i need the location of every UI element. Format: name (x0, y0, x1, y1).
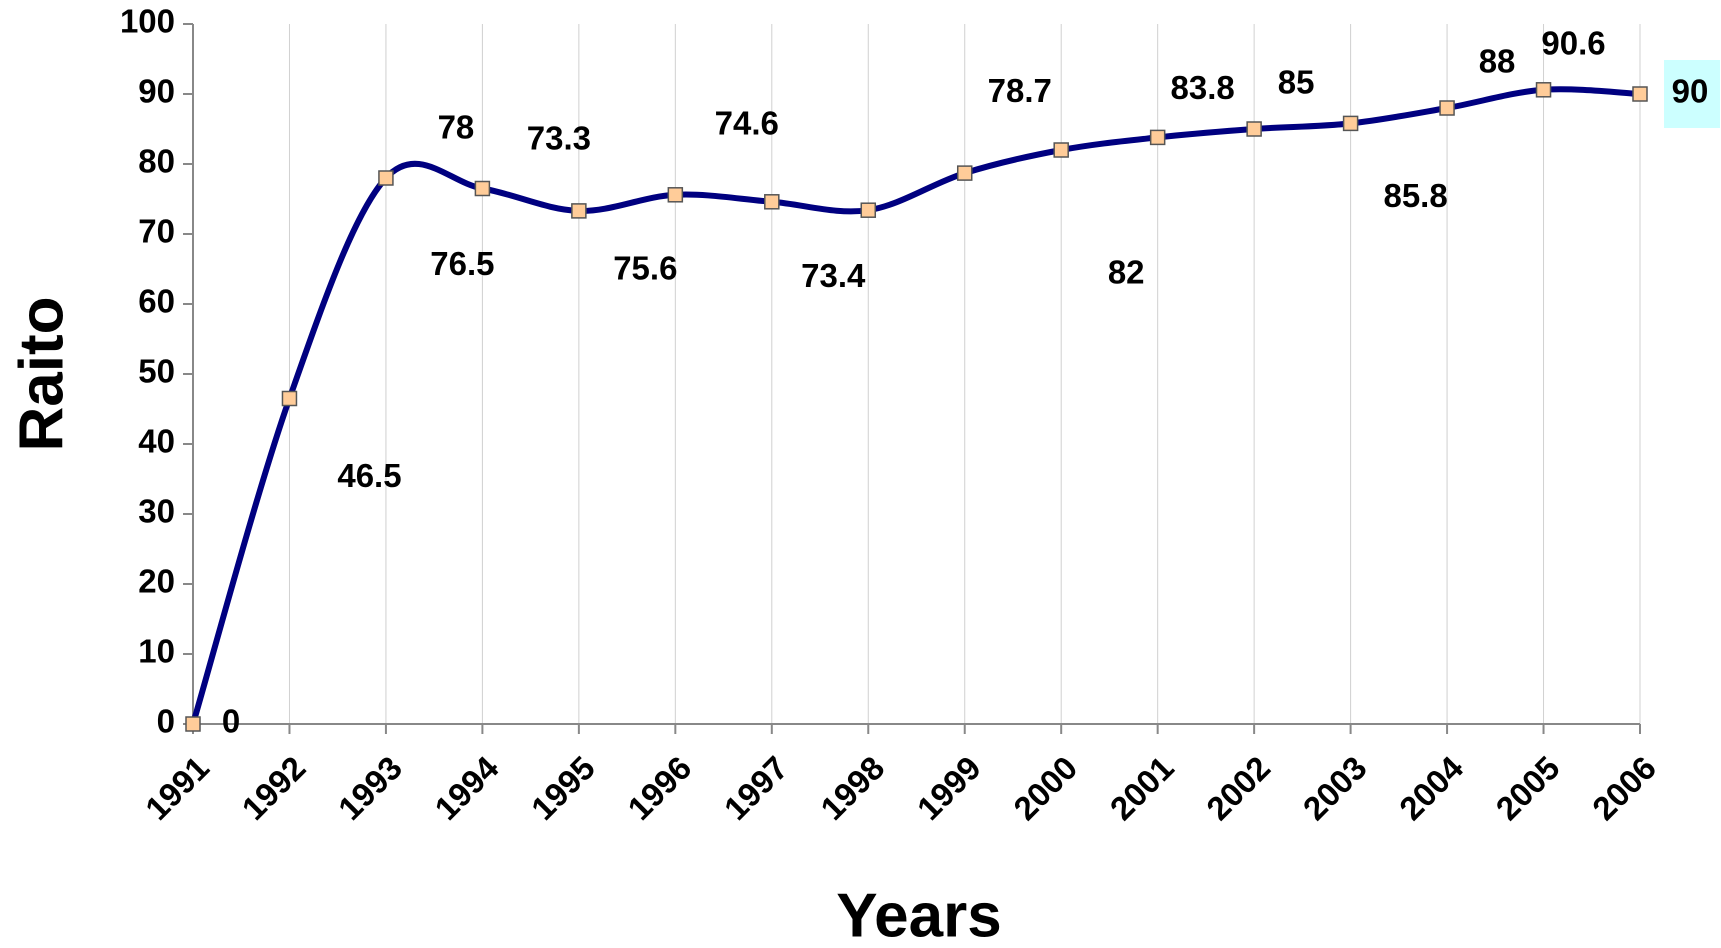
x-tick-label: 2005 (1489, 749, 1567, 827)
y-tick-label: 50 (138, 353, 175, 390)
data-label: 76.5 (430, 245, 494, 282)
marker (378, 170, 394, 186)
marker (1246, 121, 1262, 137)
marker (764, 194, 780, 210)
data-label: 82 (1108, 254, 1145, 291)
x-tick-label: 1998 (813, 749, 891, 827)
data-label: 78.7 (988, 72, 1052, 109)
y-tick-label: 60 (138, 283, 175, 320)
y-tick-label: 0 (157, 703, 175, 740)
x-axis-label: Years (836, 881, 1002, 948)
x-tick-label: 1992 (235, 749, 313, 827)
data-label: 73.4 (801, 257, 866, 294)
x-tick-label: 1991 (138, 749, 216, 827)
x-tick-label: 2003 (1296, 749, 1374, 827)
x-tick-label: 2002 (1199, 749, 1277, 827)
data-label: 73.3 (527, 120, 591, 157)
data-label: 46.5 (337, 457, 401, 494)
x-tick-label: 2006 (1585, 749, 1663, 827)
marker (474, 180, 491, 197)
data-label: 85 (1278, 64, 1315, 101)
data-label: 90 (1672, 73, 1709, 110)
label-highlight (1664, 60, 1720, 128)
x-tick-label: 2001 (1103, 749, 1181, 827)
y-tick-label: 90 (138, 73, 175, 110)
data-label: 88 (1479, 43, 1516, 80)
x-tick-label: 2000 (1006, 749, 1084, 827)
y-tick-label: 80 (138, 143, 175, 180)
marker (1149, 129, 1166, 146)
x-tick-label: 2004 (1392, 749, 1471, 828)
x-tick-label: 1994 (427, 749, 506, 828)
y-tick-label: 100 (120, 3, 175, 40)
y-tick-label: 20 (138, 563, 175, 600)
data-label: 74.6 (715, 105, 779, 142)
x-tick-label: 1993 (331, 749, 409, 827)
x-tick-label: 1995 (524, 749, 602, 827)
data-label: 85.8 (1383, 177, 1447, 214)
marker (1342, 115, 1359, 132)
y-tick-label: 40 (138, 423, 175, 460)
y-tick-label: 70 (138, 213, 175, 250)
x-tick-label: 1996 (620, 749, 698, 827)
marker (956, 165, 973, 181)
marker (860, 202, 877, 218)
y-tick-label: 30 (138, 493, 175, 530)
data-label: 0 (222, 703, 240, 740)
marker (281, 390, 298, 407)
marker (185, 716, 201, 732)
marker (1632, 86, 1648, 102)
marker (1439, 100, 1455, 116)
marker (1535, 82, 1552, 98)
data-label: 75.6 (613, 250, 677, 287)
y-axis-label: Raito (7, 297, 76, 452)
data-label: 78 (438, 109, 475, 146)
series-line (190, 86, 1641, 725)
y-tick-label: 10 (138, 633, 175, 670)
x-tick-label: 1999 (910, 749, 988, 827)
marker (667, 187, 684, 203)
data-label: 83.8 (1171, 69, 1235, 106)
marker (1053, 142, 1069, 158)
x-tick-label: 1997 (717, 749, 795, 827)
data-label: 90.6 (1541, 25, 1605, 62)
marker (571, 203, 587, 219)
